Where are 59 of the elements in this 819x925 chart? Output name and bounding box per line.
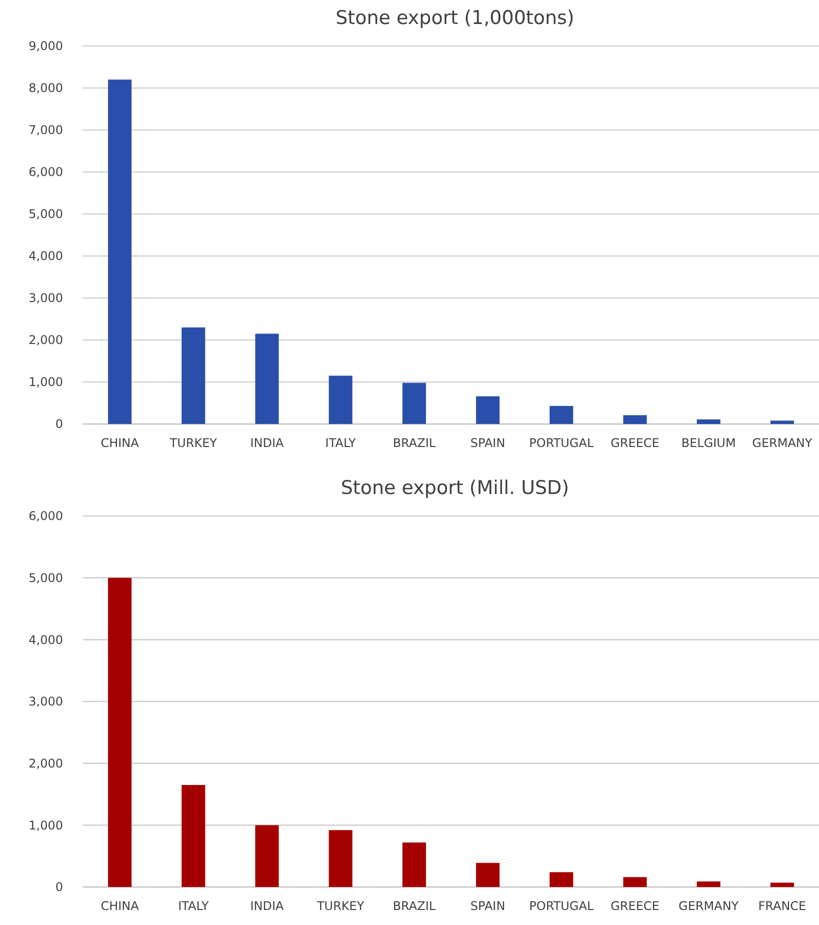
bar bbox=[770, 420, 794, 424]
y-tick-label: 8,000 bbox=[28, 81, 63, 96]
bar bbox=[696, 419, 720, 424]
y-tick-label: 4,000 bbox=[28, 249, 63, 264]
bar bbox=[328, 376, 352, 424]
x-tick-label: GREECE bbox=[610, 436, 660, 450]
x-tick-label: TURKEY bbox=[168, 436, 218, 450]
y-tick-label: 1,000 bbox=[28, 375, 63, 390]
bar bbox=[550, 406, 574, 424]
y-tick-label: 9,000 bbox=[28, 39, 63, 54]
y-tick-label: 3,000 bbox=[28, 291, 63, 306]
y-tick-label: 5,000 bbox=[28, 571, 63, 586]
bar bbox=[255, 334, 279, 424]
bar bbox=[402, 842, 426, 887]
chart-title: Stone export (Mill. USD) bbox=[340, 477, 570, 499]
bar bbox=[255, 825, 279, 887]
bar bbox=[623, 415, 647, 424]
x-tick-label: BELGIUM bbox=[681, 436, 736, 450]
bar bbox=[108, 578, 132, 887]
y-tick-label: 5,000 bbox=[28, 207, 63, 222]
y-tick-label: 2,000 bbox=[28, 756, 63, 771]
x-tick-label: TURKEY bbox=[316, 899, 365, 913]
bar bbox=[623, 877, 647, 887]
y-tick-label: 3,000 bbox=[28, 694, 63, 709]
x-tick-label: INDIA bbox=[250, 436, 285, 450]
x-tick-label: CHINA bbox=[100, 899, 140, 913]
x-tick-label: GREECE bbox=[610, 899, 660, 913]
chart-title: Stone export (1,000tons) bbox=[336, 7, 574, 29]
bar bbox=[182, 327, 206, 424]
x-tick-label: FRANCE bbox=[758, 899, 806, 913]
x-tick-label: ITALY bbox=[325, 436, 357, 450]
x-tick-label: SPAIN bbox=[470, 899, 506, 913]
y-tick-label: 7,000 bbox=[28, 123, 63, 138]
x-tick-label: GERMANY bbox=[752, 436, 813, 450]
bar bbox=[770, 882, 794, 887]
bar bbox=[696, 881, 720, 887]
bar bbox=[476, 862, 500, 887]
y-tick-label: 2,000 bbox=[28, 333, 63, 348]
bar bbox=[182, 784, 206, 887]
bar bbox=[476, 396, 500, 424]
bar bbox=[108, 80, 132, 424]
x-tick-label: BRAZIL bbox=[392, 899, 436, 913]
x-tick-label: BRAZIL bbox=[392, 436, 436, 450]
x-tick-label: SPAIN bbox=[470, 436, 506, 450]
bar bbox=[328, 830, 352, 887]
bar bbox=[550, 872, 574, 887]
x-tick-label: PORTUGAL bbox=[529, 899, 594, 913]
x-tick-label: CHINA bbox=[100, 436, 140, 450]
y-tick-label: 0 bbox=[55, 417, 63, 432]
x-tick-label: INDIA bbox=[250, 899, 285, 913]
x-tick-label: ITALY bbox=[178, 899, 210, 913]
bar bbox=[402, 382, 426, 424]
y-tick-label: 6,000 bbox=[28, 509, 63, 524]
y-tick-label: 0 bbox=[55, 880, 63, 894]
y-tick-label: 1,000 bbox=[28, 818, 63, 832]
x-tick-label: GERMANY bbox=[678, 899, 740, 913]
y-tick-label: 4,000 bbox=[28, 632, 63, 647]
x-tick-label: PORTUGAL bbox=[529, 436, 594, 450]
y-tick-label: 6,000 bbox=[28, 165, 63, 180]
